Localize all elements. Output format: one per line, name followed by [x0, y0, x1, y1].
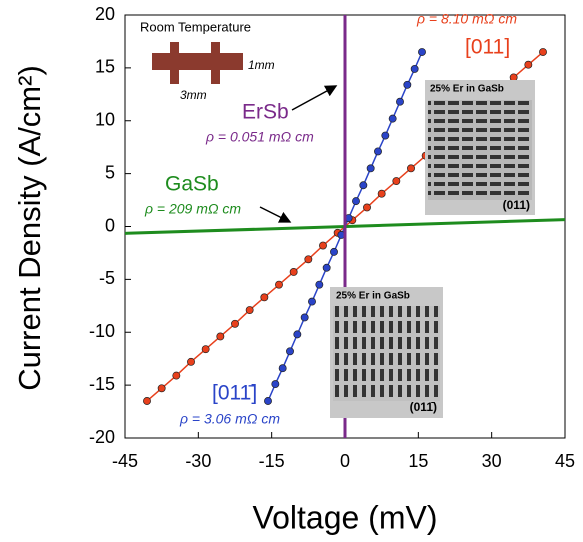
data-point — [366, 164, 375, 173]
y-tick-label: -15 — [89, 374, 115, 394]
data-point — [286, 347, 294, 356]
x-axis-title: Voltage (mV) — [253, 499, 438, 535]
data-point — [245, 306, 254, 314]
data-point — [201, 345, 210, 354]
inset-image: 25% Er in GaSb (011) — [425, 80, 535, 215]
data-point — [264, 397, 272, 405]
x-tick-label: 45 — [555, 451, 575, 471]
data-point — [363, 203, 371, 212]
sample-diagram — [152, 42, 243, 84]
y-tick-label: -5 — [99, 268, 115, 288]
series-label: [011] — [465, 36, 510, 59]
series-label: ErSb — [242, 101, 289, 124]
x-tick-label: -45 — [112, 451, 138, 471]
data-point — [315, 280, 324, 289]
data-point — [330, 247, 338, 256]
data-point — [143, 397, 151, 405]
x-tick-label: -15 — [259, 451, 285, 471]
series-label: GaSb — [165, 173, 219, 196]
data-point — [289, 268, 298, 276]
data-point — [374, 147, 382, 156]
data-point — [187, 357, 195, 366]
inset-label: (011) — [503, 198, 530, 212]
data-point — [539, 48, 547, 56]
y-tick-label: -20 — [89, 427, 115, 447]
data-point — [300, 313, 309, 322]
data-point — [381, 131, 390, 140]
inset-title: 25% Er in GaSb — [336, 291, 410, 302]
arrow — [259, 206, 292, 223]
data-point — [157, 384, 166, 393]
data-point — [260, 293, 269, 302]
annotation: ρ = 0.051 mΩ cm — [205, 129, 314, 145]
data-point — [396, 97, 404, 106]
data-point — [216, 332, 225, 341]
y-tick-label: 20 — [95, 4, 115, 24]
y-axis-title: Current Density (A/cm²) — [12, 65, 47, 391]
data-point — [392, 177, 401, 185]
arrow — [291, 85, 338, 111]
annotation: ρ = 209 mΩ cm — [144, 201, 241, 217]
data-point — [352, 197, 360, 206]
data-point — [509, 73, 518, 82]
data-point — [304, 255, 313, 264]
x-tick-label: -30 — [185, 451, 211, 471]
x-tick-label: 30 — [482, 451, 502, 471]
inset-image: 25% Er in GaSb (011̄) — [330, 287, 443, 418]
data-point — [308, 297, 316, 306]
data-point — [388, 114, 397, 123]
x-tick-label: 15 — [408, 451, 428, 471]
data-point — [403, 80, 412, 89]
data-point — [418, 48, 426, 56]
data-point — [410, 64, 419, 73]
annotation: ρ = 8.10 mΩ cm — [416, 11, 517, 27]
data-point — [322, 263, 331, 272]
inset-title: 25% Er in GaSb — [430, 84, 504, 95]
data-point — [377, 189, 386, 198]
y-tick-label: 0 — [105, 215, 115, 235]
y-tick-label: 15 — [95, 57, 115, 77]
data-point — [407, 164, 415, 173]
annotation: Room Temperature — [140, 19, 251, 34]
y-tick-label: 10 — [95, 110, 115, 130]
y-tick-label: -10 — [89, 321, 115, 341]
data-point — [293, 330, 302, 339]
data-point — [271, 380, 280, 389]
annotation: ρ = 3.06 mΩ cm — [179, 411, 280, 427]
data-point — [275, 280, 283, 289]
series-label: [011̄] — [212, 382, 257, 405]
annotation: 3mm — [180, 88, 207, 102]
data-point — [359, 181, 368, 190]
data-point — [231, 319, 239, 328]
data-point — [319, 241, 327, 250]
data-point — [278, 364, 287, 373]
data-point — [172, 371, 181, 380]
annotation: 1mm — [248, 58, 275, 72]
y-tick-label: 5 — [105, 162, 115, 182]
data-point — [524, 60, 533, 69]
x-tick-label: 0 — [340, 451, 350, 471]
inset-label: (011̄) — [410, 400, 437, 414]
